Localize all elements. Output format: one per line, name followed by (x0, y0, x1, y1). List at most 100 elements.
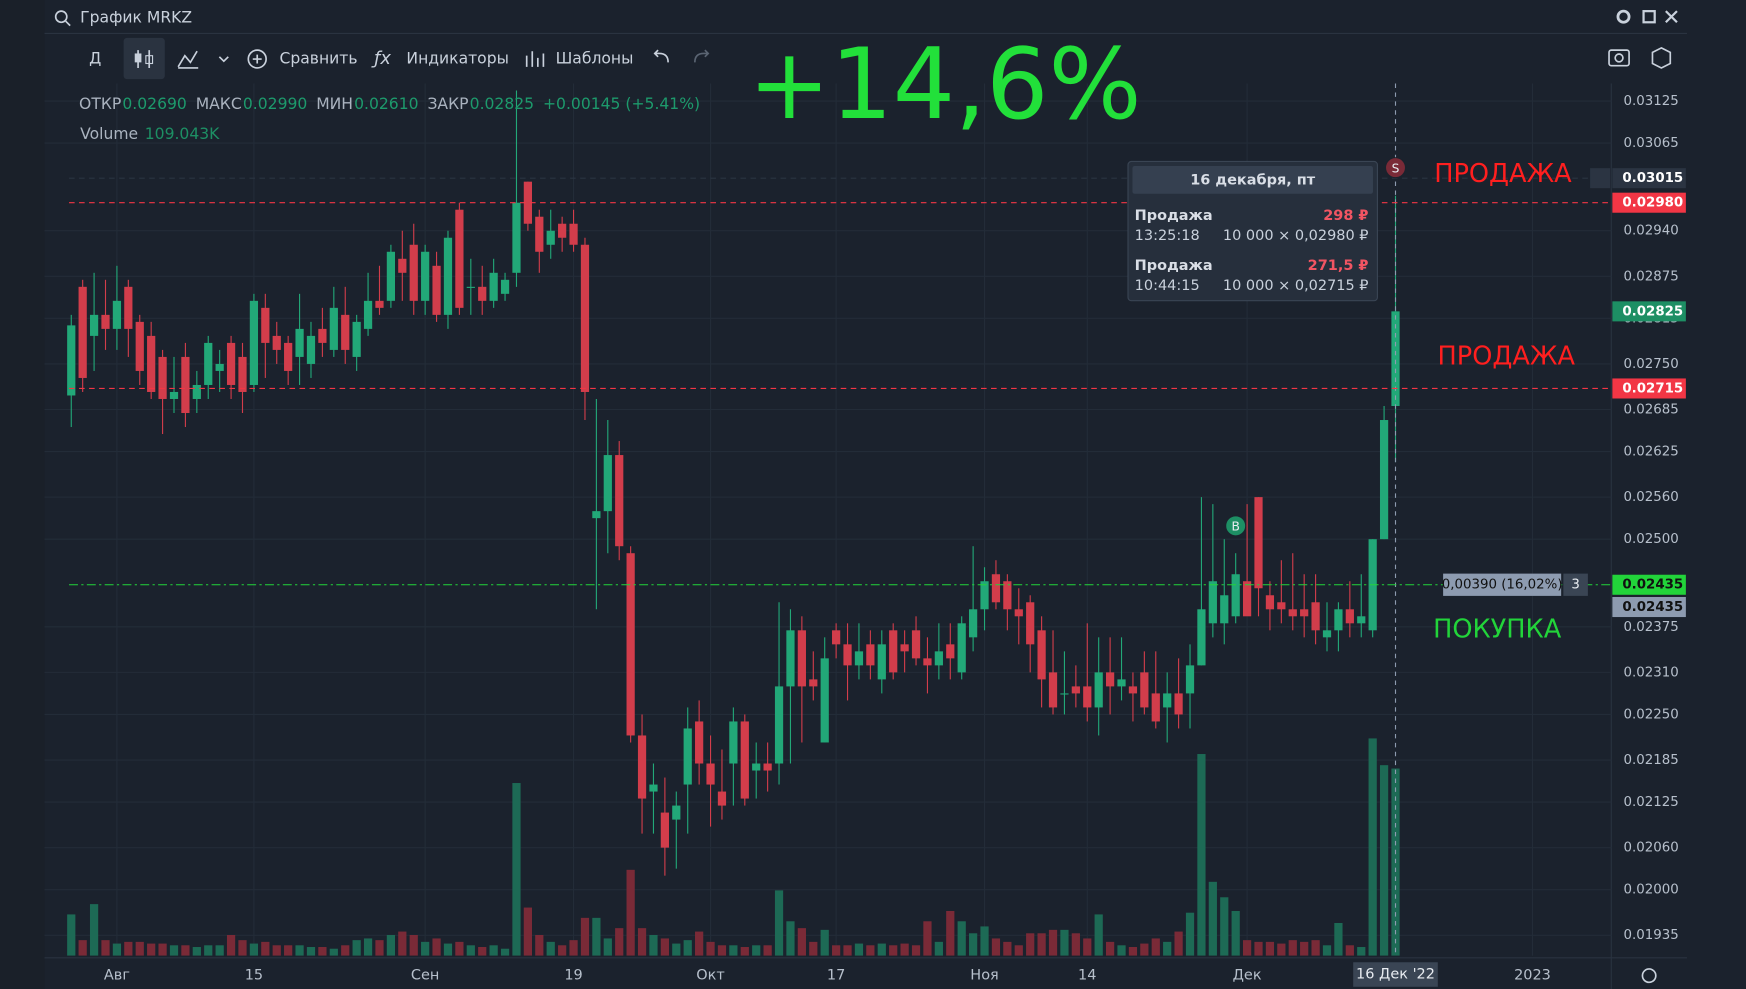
candle-body (363, 300, 373, 329)
volume-bar (854, 943, 864, 956)
volume-bar (615, 928, 624, 956)
candle-body (1128, 686, 1138, 694)
volume-bar (78, 940, 87, 956)
candle-body (969, 609, 978, 638)
volume-bar (592, 917, 601, 956)
compare-icon[interactable] (247, 49, 267, 69)
candle-body (1231, 574, 1240, 617)
volume-bar (535, 935, 544, 956)
screenshot-button[interactable] (1608, 49, 1630, 67)
x-tick-label: 17 (827, 968, 845, 984)
volume-bar (1231, 910, 1240, 956)
undo-button[interactable] (653, 49, 669, 63)
volume-bar (934, 941, 943, 956)
candle-body (820, 658, 829, 743)
volume-bar (580, 917, 590, 956)
candle-body (740, 721, 749, 799)
volume-bar (135, 941, 144, 956)
volume-bar (1277, 943, 1286, 956)
compare-button[interactable]: Сравнить (279, 50, 357, 68)
x-tick-label: Окт (696, 968, 725, 984)
y-tick-label: 0.03125 (1624, 94, 1679, 109)
templates-button[interactable]: Шаблоны (556, 50, 634, 68)
volume-bar (272, 945, 281, 956)
redo-button[interactable] (694, 49, 710, 63)
candle-body (695, 721, 704, 764)
volume-bar (1048, 929, 1058, 956)
indicators-button[interactable]: Индикаторы (406, 50, 508, 68)
candle-body (1140, 672, 1149, 708)
candle-body (101, 314, 110, 329)
volume-bar (877, 943, 886, 956)
volume-bar (1163, 941, 1172, 956)
volume-bar (204, 945, 213, 956)
volume-bar (1357, 947, 1366, 956)
candle-body (1379, 420, 1389, 540)
candle-body (284, 342, 293, 371)
search-icon[interactable] (54, 10, 68, 24)
volume-bar (512, 783, 521, 956)
trade-amount: 271,5 ₽ (1308, 258, 1369, 274)
legend-text: +0.00145 (+5.41%) (543, 95, 700, 113)
candle-body (1083, 686, 1092, 708)
candle-icon (145, 55, 154, 65)
period-button[interactable]: Д (89, 50, 101, 68)
candle-body (1174, 693, 1183, 715)
volume-bar (991, 938, 1001, 956)
candle-body (957, 623, 966, 673)
maximize-icon[interactable] (1642, 10, 1656, 24)
legend-text: 0.02610 (354, 95, 418, 113)
settings-icon[interactable] (1616, 9, 1631, 24)
line-chart-button[interactable] (177, 50, 199, 69)
close-icon[interactable] (1665, 10, 1678, 24)
candle-body (1163, 693, 1172, 708)
volume-bar (1197, 754, 1206, 956)
volume-bar (1071, 933, 1080, 956)
volume-bar (1105, 941, 1115, 956)
candle-body (1265, 595, 1275, 610)
candle-body (1357, 616, 1366, 624)
candle-body (1345, 609, 1354, 624)
candle-body (786, 630, 795, 687)
candle-icon (134, 53, 142, 63)
x-tick-label: 15 (245, 968, 263, 984)
annotation: ПРОДАЖА (1434, 159, 1572, 189)
dropdown-icon[interactable] (218, 56, 229, 63)
volume-bar (1140, 943, 1149, 956)
volume-bar (1174, 931, 1183, 956)
y-tick-label: 0.02625 (1624, 445, 1679, 460)
candle-body (592, 511, 601, 519)
candle-body (1334, 609, 1343, 631)
volume-bar (67, 914, 76, 956)
volume-bar (158, 943, 167, 956)
volume-bar (1003, 941, 1012, 956)
candle-body (889, 630, 898, 673)
candle-body (558, 223, 567, 238)
candle-body (124, 286, 133, 329)
legend-text: ЗАКР (427, 95, 468, 113)
axis-settings[interactable] (1641, 968, 1657, 984)
price-tag-label: 0.02980 (1622, 196, 1683, 211)
candle-body (192, 384, 201, 399)
annotation: ПОКУПКА (1433, 614, 1562, 644)
candle-body (706, 763, 715, 785)
candle-body (1254, 497, 1263, 589)
candle-body (421, 251, 430, 301)
templates-icon (525, 51, 545, 67)
volume-bar (717, 945, 727, 956)
volume-bar (706, 941, 715, 956)
candle-body (866, 644, 875, 666)
candle-body (1151, 693, 1160, 722)
candle-body (249, 300, 259, 385)
price-tag-label: 0.03015 (1622, 171, 1683, 186)
volume-bar (375, 940, 384, 956)
publish-button[interactable] (1651, 46, 1672, 69)
y-tick-label: 0.01935 (1624, 928, 1679, 943)
candle-body (911, 630, 921, 659)
candle-type-button[interactable] (123, 37, 165, 80)
volume-bar (500, 948, 510, 956)
candle-body (877, 644, 886, 680)
volume-bar (1037, 933, 1046, 956)
volume-bar (774, 890, 784, 956)
candle-body (923, 658, 932, 666)
